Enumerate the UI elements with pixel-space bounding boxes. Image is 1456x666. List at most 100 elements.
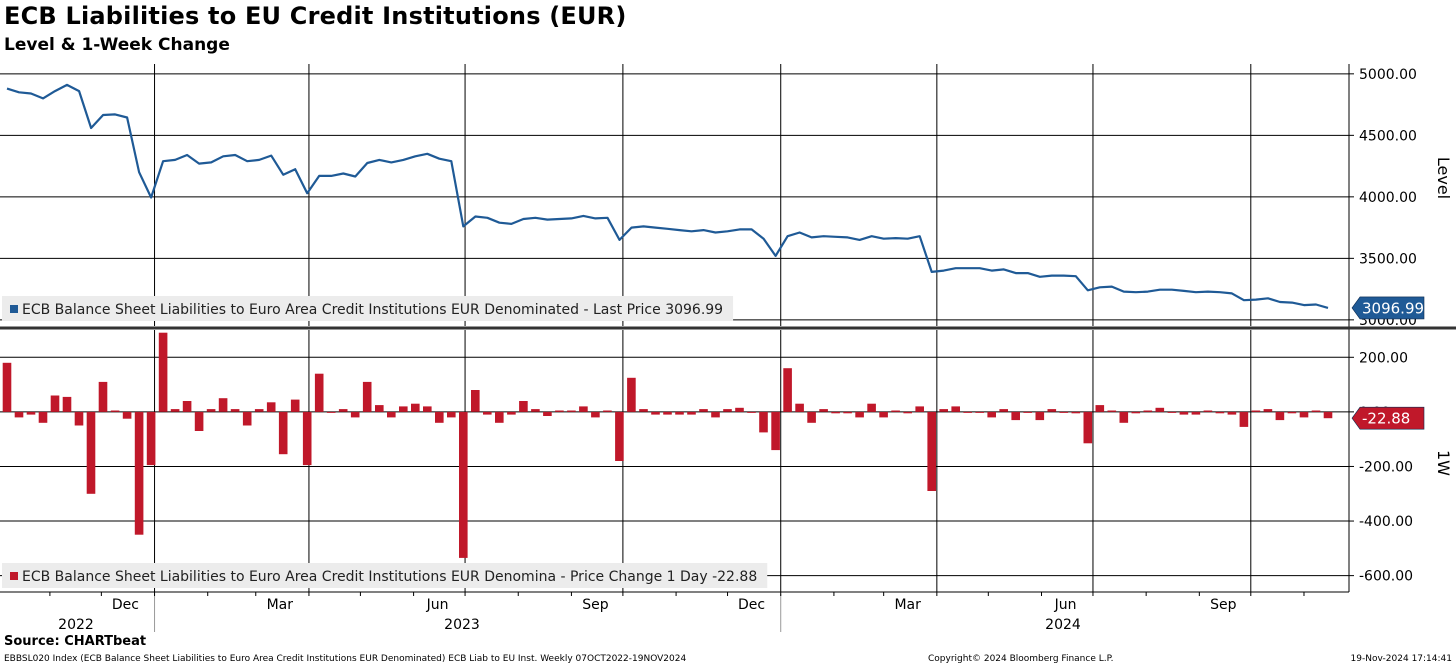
change-bar [651, 411, 660, 415]
change-bar [903, 411, 912, 414]
change-bar [266, 402, 276, 412]
change-bar [963, 411, 972, 413]
change-bar [459, 411, 468, 558]
change-bar [603, 410, 612, 412]
change-bar [1023, 411, 1032, 413]
change-bar [519, 401, 528, 412]
level-y-tick-label: 3500.00 [1359, 251, 1417, 267]
change-bars [2, 332, 1333, 558]
change-bar [1251, 410, 1261, 412]
change-bar [807, 411, 816, 423]
change-bar [326, 411, 336, 413]
chart-subtitle: Level & 1-Week Change [4, 35, 230, 55]
change-last-value-tag-shape [1351, 406, 1425, 430]
vertical-gridlines [154, 64, 1252, 592]
change-y-tick-label: -600.00 [1359, 569, 1413, 585]
axes [0, 64, 1456, 593]
level-series-line [6, 83, 1329, 309]
change-bar [194, 411, 204, 431]
change-bar [423, 406, 432, 412]
change-last-value-text: -22.88 [1362, 410, 1410, 428]
change-bar [1179, 411, 1189, 415]
change-bar [302, 411, 312, 466]
change-bar [1155, 407, 1165, 412]
change-bar [1143, 410, 1153, 412]
change-y-tick-labels: 200.000.00-200.00-400.00-600.00 [1359, 350, 1413, 584]
level-legend: ECB Balance Sheet Liabilities to Euro Ar… [2, 296, 734, 321]
change-bar [1167, 411, 1177, 413]
change-bar [1059, 411, 1069, 413]
change-bar [338, 409, 348, 412]
footer-timestamp: 19-Nov-2024 17:14:41 [1350, 654, 1452, 664]
change-bar [819, 409, 828, 412]
x-month-label: Sep [582, 597, 609, 613]
change-bar [615, 411, 624, 461]
change-bar [230, 409, 240, 412]
level-axis-title: Level [1434, 157, 1453, 199]
change-bar [134, 411, 144, 535]
x-tick-labels: Dec Mar Jun Sep Dec Mar Jun Sep 2022 2023 2024 [49, 592, 1305, 633]
change-bar [867, 403, 876, 412]
change-bar [567, 410, 576, 412]
change-bar [915, 406, 924, 412]
change-bar [1311, 410, 1321, 412]
change-bar [999, 409, 1008, 412]
change-bar [843, 411, 852, 414]
change-bar [783, 368, 792, 412]
change-bar [507, 411, 516, 415]
change-bar [951, 406, 960, 412]
change-bar [86, 411, 96, 494]
change-bar [98, 381, 108, 412]
change-legend-background [2, 563, 768, 588]
change-bar [314, 373, 324, 412]
change-axis-title: 1W [1434, 450, 1453, 476]
change-bar [1095, 405, 1105, 412]
change-bar [627, 377, 636, 412]
change-bar [1203, 410, 1213, 412]
level-y-tick-label: 5000.00 [1359, 67, 1417, 83]
change-bar [1215, 411, 1225, 414]
level-last-value-text: 3096.99 [1362, 299, 1424, 317]
change-bar [675, 411, 684, 415]
change-legend: ECB Balance Sheet Liabilities to Euro Ar… [2, 563, 768, 588]
change-bar [759, 411, 768, 433]
level-legend-swatch [10, 305, 18, 313]
change-bar [26, 411, 36, 415]
x-year-label: 2023 [444, 617, 480, 633]
change-bar [1047, 409, 1057, 412]
change-bar [218, 398, 228, 412]
change-bar [495, 411, 504, 423]
change-bar [1299, 411, 1309, 418]
level-y-tick-label: 4500.00 [1359, 128, 1417, 144]
level-last-value-tag-shape [1351, 296, 1425, 320]
change-bar [579, 406, 588, 412]
x-month-label: Mar [267, 597, 294, 613]
change-panel-grid [0, 356, 1349, 577]
change-bar [1263, 409, 1273, 412]
change-bar [278, 411, 288, 455]
change-bar [146, 411, 156, 466]
level-legend-background [2, 296, 734, 321]
change-bar [1275, 411, 1285, 421]
change-bar [711, 411, 720, 418]
level-panel-grid [0, 73, 1349, 321]
change-legend-swatch [10, 572, 18, 580]
change-legend-text: ECB Balance Sheet Liabilities to Euro Ar… [22, 569, 757, 585]
change-bar [1035, 411, 1045, 421]
change-bar [411, 403, 420, 412]
change-bar [74, 411, 84, 426]
change-bar [399, 406, 408, 412]
change-bar [975, 411, 984, 413]
change-bar [663, 411, 672, 415]
change-bar [1287, 411, 1297, 414]
change-last-value-tag: -22.88 [1351, 406, 1425, 430]
change-bar [62, 396, 72, 412]
change-bar [14, 411, 24, 418]
change-y-tick-label: -400.00 [1359, 514, 1413, 530]
change-bar [122, 411, 132, 419]
change-bar [447, 411, 456, 418]
change-bar [1191, 411, 1201, 415]
change-y-tick-label: -200.00 [1359, 459, 1413, 475]
